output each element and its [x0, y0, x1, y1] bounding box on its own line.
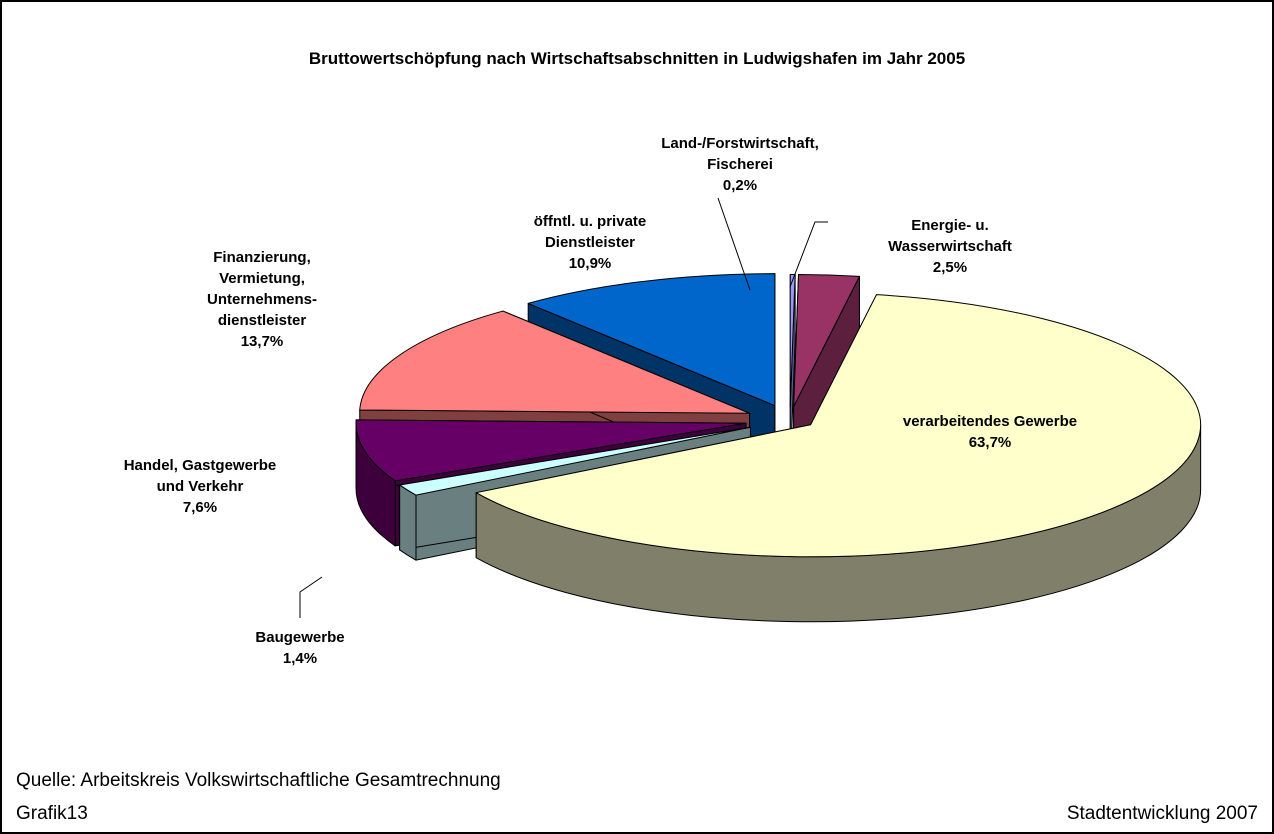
label-line: Wasserwirtschaft — [888, 238, 1012, 255]
label-line: Energie- u. — [911, 217, 989, 234]
label-line: Fischerei — [707, 156, 773, 173]
source: Quelle: Arbeitskreis Volkswirtschaftlich… — [16, 770, 501, 791]
credit: Stadtentwicklung 2007 — [1067, 803, 1258, 824]
label-line: Handel, Gastgewerbe — [124, 457, 277, 474]
slice-top — [793, 274, 860, 408]
slice-top — [399, 426, 751, 496]
pie — [355, 273, 1202, 623]
label-line: verarbeitendes Gewerbe — [903, 413, 1077, 430]
slice-top — [527, 273, 776, 407]
slice-top — [359, 310, 751, 414]
category-label: öffntl. u. private Dienstleister — [534, 213, 647, 251]
value-label: 13,7% — [241, 333, 284, 350]
label-line: Unternehmens- — [207, 291, 317, 308]
value-label: 10,9% — [569, 255, 612, 272]
slice-top — [475, 294, 1202, 558]
label-line: Land-/Forstwirtschaft, — [661, 135, 819, 152]
leader-line — [299, 576, 323, 618]
category-label: Energie- u. Wasserwirtschaft — [888, 217, 1012, 255]
category-label: Finanzierung, Vermietung, Unternehmens-die… — [207, 249, 317, 329]
category-label: verarbeitendes Gewerbe — [903, 413, 1077, 430]
value-label: 7,6% — [183, 499, 217, 516]
slice-top — [355, 419, 747, 482]
labels: Land-/Forstwirtschaft, Fischerei 0,2% Energ… — [124, 135, 1077, 667]
slice-outer-wall — [399, 484, 417, 561]
leader-line — [717, 197, 751, 291]
figure-id: Grafik13 — [16, 803, 88, 824]
chart-title: Bruttowertschöpfung nach Wirtschaftsabsc… — [309, 49, 965, 68]
value-label: 2,5% — [933, 259, 967, 276]
category-label: Land-/Forstwirtschaft, Fischerei — [661, 135, 819, 173]
leader-line — [789, 221, 828, 288]
label-line: dienstleister — [218, 312, 307, 329]
label-line: Dienstleister — [545, 234, 635, 251]
label-line: und Verkehr — [157, 478, 244, 495]
label-line: Vermietung, — [219, 270, 305, 287]
value-label: 63,7% — [969, 434, 1012, 451]
slice — [475, 294, 1202, 623]
label-line: öffntl. u. private — [534, 213, 647, 230]
value-label: 1,4% — [283, 650, 317, 667]
value-label: 0,2% — [723, 177, 757, 194]
label-line: Finanzierung, — [213, 249, 311, 266]
leader-lines — [299, 197, 828, 618]
category-label: Handel, Gastgewerbe und Verkehr — [124, 457, 277, 495]
label-line: Baugewerbe — [255, 629, 344, 646]
category-label: Baugewerbe — [255, 629, 344, 646]
